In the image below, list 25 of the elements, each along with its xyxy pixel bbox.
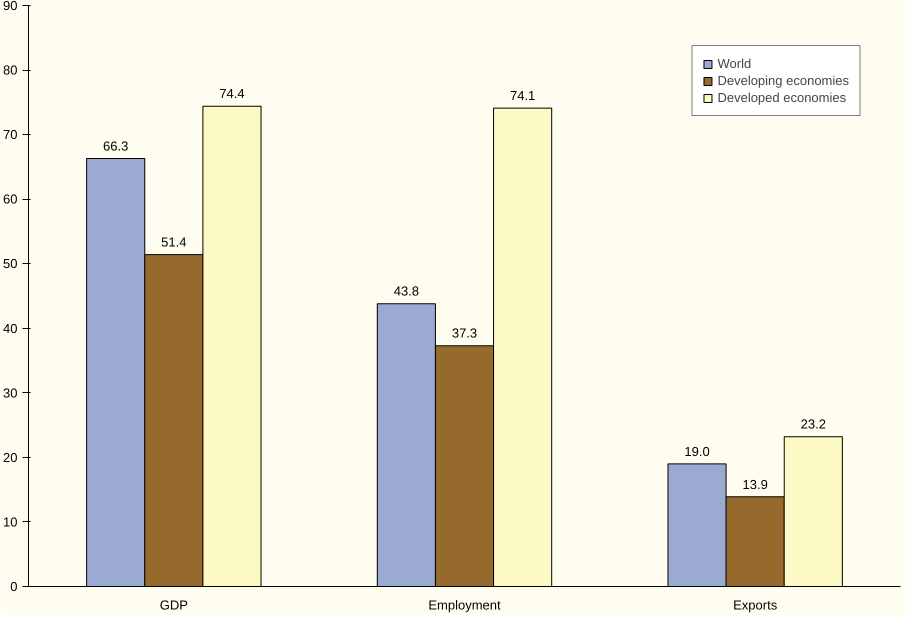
y-tick-label: 0 [10,579,18,594]
y-tick-label: 40 [3,320,18,336]
y-tick-label: 70 [3,127,18,142]
text: 43.8 [394,284,420,299]
text: 19.0 [684,444,710,459]
y-tick-label: 90 [3,0,18,13]
text: 37.3 [452,326,478,341]
y-tick-label: 60 [3,192,18,207]
text: 74.1 [510,88,536,104]
legend-label: Developing economies [717,73,849,88]
legend-label: Developed economies [717,90,846,105]
y-tick-label: 50 [3,256,18,272]
x-tick-label: Exports [733,598,778,612]
y-tick-label: 10 [3,514,18,530]
y-tick-label: 80 [3,62,18,78]
legend-label: World [717,56,752,71]
text: 13.9 [742,476,768,492]
x-tick-label: Employment [428,598,502,612]
x-tick-label: GDP [160,598,188,612]
text: 23.2 [800,416,826,432]
text: 66.3 [103,138,128,154]
text: 74.4 [219,86,245,102]
y-tick-label: 20 [3,450,18,465]
text: 51.4 [161,234,186,250]
y-tick-label: 30 [3,385,18,400]
